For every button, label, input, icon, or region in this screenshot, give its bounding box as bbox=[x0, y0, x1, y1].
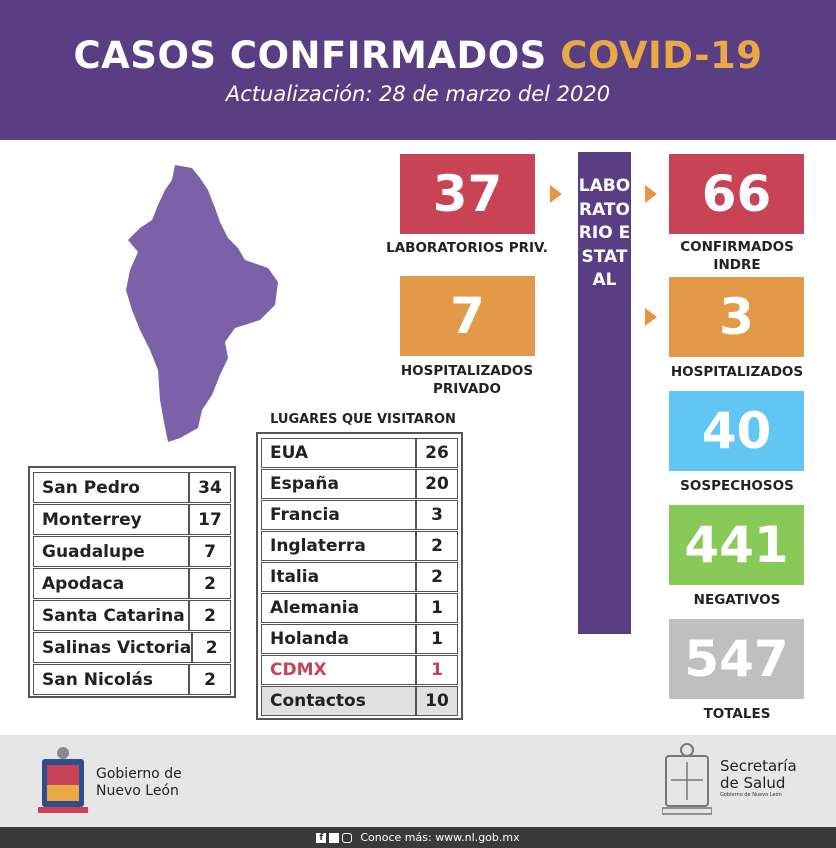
page-title: CASOS CONFIRMADOS COVID-19 bbox=[73, 34, 763, 77]
table-row: Salinas Victoria 2 bbox=[33, 632, 231, 663]
table-row: Santa Catarina 2 bbox=[33, 600, 231, 631]
bottom-bar: f Conoce más: www.nl.gob.mx bbox=[0, 827, 836, 848]
lab-priv-label: LABORATORIOS PRIV. bbox=[386, 240, 548, 256]
table-row: Inglaterra 2 bbox=[261, 531, 458, 561]
arrow-right-icon bbox=[550, 185, 562, 203]
sospechosos-label: SOSPECHOSOS bbox=[680, 478, 794, 494]
lugares-table: EUA 26 España 20 Francia 3 Inglaterra 2 Ital… bbox=[256, 432, 463, 720]
laboratorio-estatal-bar bbox=[578, 152, 631, 634]
hospitalizados-value: 3 bbox=[669, 277, 804, 357]
table-row: España 20 bbox=[261, 469, 458, 499]
table-row: Monterrey 17 bbox=[33, 504, 231, 535]
table-row: Contactos 10 bbox=[261, 686, 458, 716]
table-row: San Nicolás 2 bbox=[33, 664, 231, 695]
twitter-icon[interactable] bbox=[329, 832, 340, 843]
gobierno-nl-logo bbox=[38, 747, 88, 813]
table-row: Guadalupe 7 bbox=[33, 536, 231, 567]
table-row: CDMX 1 bbox=[261, 655, 458, 685]
municipios-table: San Pedro 34 Monterrey 17 Guadalupe 7 Apoda… bbox=[28, 466, 236, 698]
lugares-heading: LUGARES QUE VISITARON bbox=[270, 412, 456, 427]
laboratorio-estatal-label: LABORATORIO ESTATAL bbox=[578, 176, 631, 290]
table-row: Holanda 1 bbox=[261, 624, 458, 654]
nuevo-leon-map bbox=[126, 165, 278, 442]
arrow-right-icon bbox=[645, 185, 657, 203]
negativos-label: NEGATIVOS bbox=[693, 592, 781, 608]
facebook-icon[interactable]: f bbox=[316, 832, 327, 843]
table-row: Apodaca 2 bbox=[33, 568, 231, 599]
secretaria-salud-text: Secretaría de Salud Gobierno de Nuevo Le… bbox=[720, 757, 797, 799]
hospitalizados-label: HOSPITALIZADOS bbox=[670, 364, 804, 380]
secretaria-salud-logo bbox=[662, 743, 712, 815]
sospechosos-value: 40 bbox=[669, 391, 804, 471]
footer bbox=[0, 735, 836, 827]
totales-value: 547 bbox=[669, 619, 804, 699]
table-row: Francia 3 bbox=[261, 500, 458, 530]
title-highlight: COVID-19 bbox=[560, 34, 763, 77]
lab-priv-value: 37 bbox=[400, 154, 535, 234]
hosp-priv-value: 7 bbox=[400, 276, 535, 356]
website-link[interactable]: Conoce más: www.nl.gob.mx bbox=[360, 831, 520, 844]
totales-label: TOTALES bbox=[703, 706, 771, 722]
hosp-priv-label: HOSPITALIZADOS PRIVADO bbox=[400, 363, 534, 397]
instagram-icon[interactable] bbox=[342, 832, 353, 843]
header-banner bbox=[0, 0, 836, 140]
table-row: EUA 26 bbox=[261, 438, 458, 468]
update-date: Actualización: 28 de marzo del 2020 bbox=[225, 82, 611, 106]
gobierno-nl-text: Gobierno de Nuevo León bbox=[96, 766, 182, 799]
arrow-right-icon bbox=[645, 308, 657, 326]
table-row: Alemania 1 bbox=[261, 593, 458, 623]
table-row: Italia 2 bbox=[261, 562, 458, 592]
confirmados-value: 66 bbox=[669, 154, 804, 234]
negativos-value: 441 bbox=[669, 505, 804, 585]
table-row: San Pedro 34 bbox=[33, 472, 231, 503]
confirmados-label: CONFIRMADOS INDRE bbox=[680, 239, 794, 273]
